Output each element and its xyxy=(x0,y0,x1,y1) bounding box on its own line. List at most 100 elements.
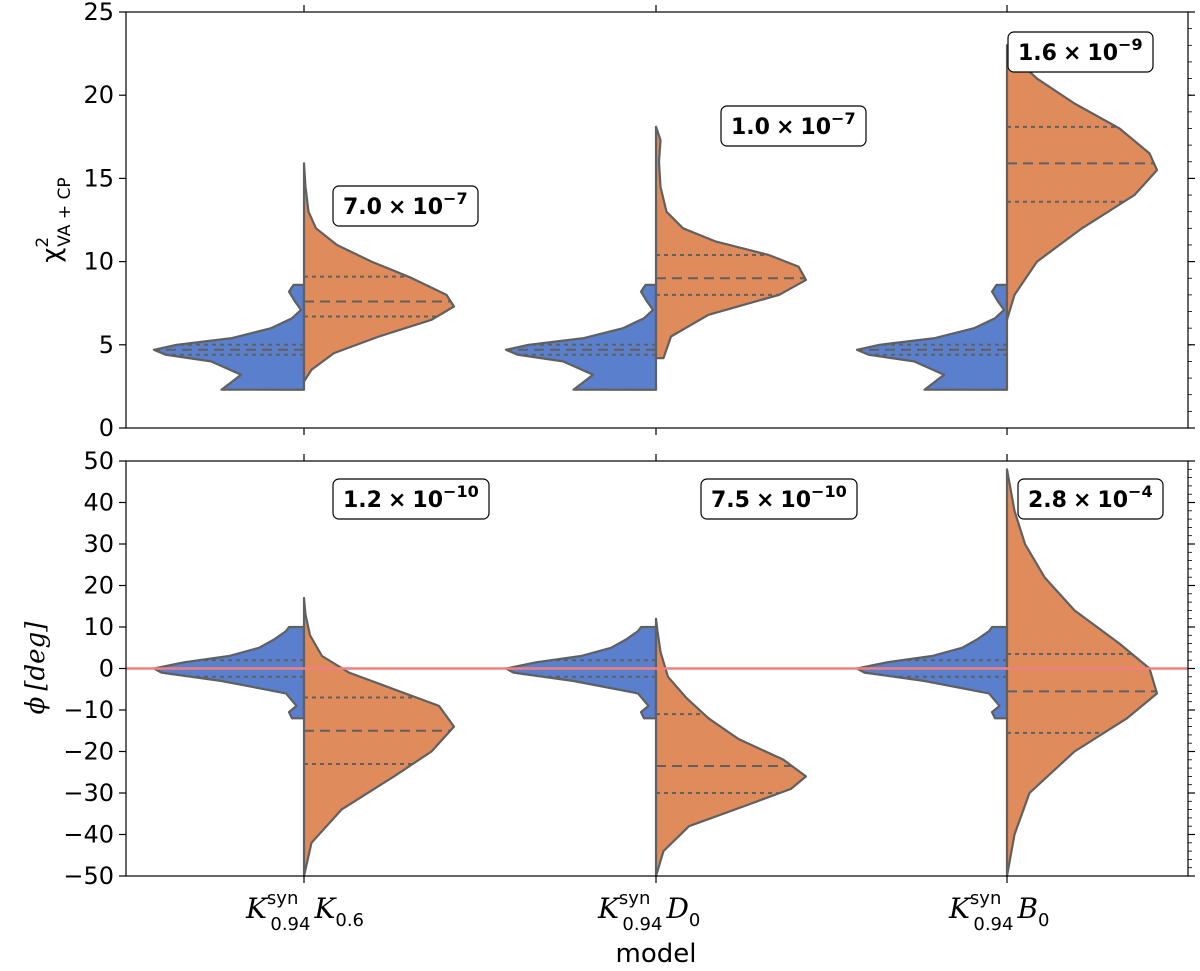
bottom-annotation-text-1: 7.5 × 10−10 xyxy=(711,482,847,513)
top-violin-0-left xyxy=(152,283,306,391)
bottom-violin-2-right xyxy=(1005,468,1159,878)
top-ylabel-sup: 2 xyxy=(33,237,53,248)
annotation-times: × xyxy=(388,488,406,513)
cat-sup: syn xyxy=(970,888,1001,909)
bottom-annotation-2: 2.8 × 10−4 xyxy=(1017,478,1164,520)
annotation-mantissa: 1.2 xyxy=(343,488,382,513)
top-ytick-label-5: 25 xyxy=(83,0,114,26)
cat-second-sub: 0 xyxy=(1038,910,1049,931)
top-annotation-text-0: 7.0 × 10−7 xyxy=(343,189,468,220)
annotation-times: × xyxy=(1063,41,1081,66)
top-annotations: 7.0 × 10−71.0 × 10−71.6 × 10−9 xyxy=(332,31,1154,227)
x-category-labels: Ksyn 0.94 K0.6 Ksyn 0.94 D0 Ksyn 0.94 B0 xyxy=(245,888,1049,935)
bottom-ylabel-rest: [deg] xyxy=(21,621,51,691)
top-y-axis-label: χ2 VA + CP xyxy=(33,177,75,262)
annotation-mantissa: 7.0 xyxy=(343,195,382,220)
annotation-mantissa: 2.8 xyxy=(1028,488,1067,513)
bottom-y-ticks: −50 −40 −30 −20 −10 0 10 20 30 40 50 xyxy=(63,447,1195,890)
top-ylabel-sub: VA + CP xyxy=(55,177,75,246)
cat-sub: 0.94 xyxy=(622,914,662,935)
cat-second-sub: 0 xyxy=(689,910,700,931)
top-annotation-0: 7.0 × 10−7 xyxy=(332,185,479,227)
top-ytick-label-3: 15 xyxy=(83,164,114,192)
top-annotation-1: 1.0 × 10−7 xyxy=(720,105,867,147)
cat-sup: syn xyxy=(267,888,298,909)
top-annotation-box-2 xyxy=(1007,31,1154,73)
bottom-violin-1-right xyxy=(654,617,808,878)
bottom-ytick-label-4: −10 xyxy=(63,696,114,724)
top-ytick-label-2: 10 xyxy=(83,248,114,276)
x-axis-label: model xyxy=(616,939,697,969)
cat-sub: 0.94 xyxy=(270,914,310,935)
top-annotation-box-0 xyxy=(332,185,479,227)
bottom-ytick-label-6: 10 xyxy=(83,613,114,641)
top-annotation-text-2: 1.6 × 10−9 xyxy=(1018,35,1143,66)
top-ytick-label-1: 5 xyxy=(99,331,114,359)
bottom-annotation-1: 7.5 × 10−10 xyxy=(700,478,858,520)
annotation-mantissa: 1.6 xyxy=(1018,41,1057,66)
category-label-text-1: Ksyn 0.94 D0 xyxy=(597,888,700,935)
top-violin-2-left xyxy=(855,283,1009,391)
bottom-annotation-0: 1.2 × 10−10 xyxy=(332,478,490,520)
cat-sup: syn xyxy=(619,888,650,909)
bottom-ytick-label-10: 50 xyxy=(83,447,114,475)
bottom-violins xyxy=(152,468,1159,878)
annotation-base: 10 xyxy=(1097,488,1128,513)
top-axes-frame xyxy=(125,11,1189,429)
category-label-1: Ksyn 0.94 D0 xyxy=(597,888,700,935)
annotation-mantissa: 7.5 xyxy=(711,488,750,513)
cat-second: K xyxy=(313,892,337,925)
annotation-base: 10 xyxy=(780,488,811,513)
bottom-y-axis-label: ϕ [deg] xyxy=(21,621,51,715)
annotation-times: × xyxy=(388,195,406,220)
annotation-exponent: −7 xyxy=(831,109,856,128)
top-violin-0-right xyxy=(302,162,456,383)
top-annotation-box-1 xyxy=(720,105,867,147)
annotation-exponent: −10 xyxy=(811,482,847,501)
bottom-annotation-text-0: 1.2 × 10−10 xyxy=(343,482,479,513)
annotation-times: × xyxy=(756,488,774,513)
bottom-annotation-box-0 xyxy=(332,478,490,520)
annotation-exponent: −4 xyxy=(1128,482,1153,501)
annotation-mantissa: 1.0 xyxy=(731,115,770,140)
bottom-ytick-label-2: −30 xyxy=(63,779,114,807)
annotation-exponent: −10 xyxy=(443,482,479,501)
cat-main: K xyxy=(948,892,972,925)
category-label-0: Ksyn 0.94 K0.6 xyxy=(245,888,364,935)
bottom-ytick-label-3: −20 xyxy=(63,738,114,766)
top-violins xyxy=(152,44,1159,391)
bottom-ytick-label-8: 30 xyxy=(83,530,114,558)
bottom-violin-0-left xyxy=(152,625,306,720)
top-ylabel-symbol: χ xyxy=(37,248,67,263)
bottom-annotations: 1.2 × 10−10 7.5 × 10−10 2.8 × 10−4 xyxy=(332,478,1164,520)
annotation-times: × xyxy=(1073,488,1091,513)
annotation-exponent: −7 xyxy=(443,189,468,208)
cat-main: K xyxy=(597,892,621,925)
annotation-times: × xyxy=(776,115,794,140)
cat-sub: 0.94 xyxy=(973,914,1013,935)
bottom-violin-2-left xyxy=(855,625,1009,720)
cat-second: D xyxy=(665,892,688,925)
annotation-base: 10 xyxy=(800,115,831,140)
top-violin-1-right xyxy=(654,125,808,360)
bottom-ytick-label-7: 20 xyxy=(83,572,114,600)
cat-second: B xyxy=(1016,892,1038,925)
annotation-base: 10 xyxy=(412,195,443,220)
category-label-text-2: Ksyn 0.94 B0 xyxy=(948,888,1049,935)
top-y-ticks: 0 5 10 15 20 25 xyxy=(83,0,1195,442)
annotation-exponent: −9 xyxy=(1118,35,1143,54)
category-label-2: Ksyn 0.94 B0 xyxy=(948,888,1049,935)
bottom-annotation-text-2: 2.8 × 10−4 xyxy=(1028,482,1153,513)
top-ytick-label-4: 20 xyxy=(83,81,114,109)
top-annotation-text-1: 1.0 × 10−7 xyxy=(731,109,856,140)
top-ytick-label-0: 0 xyxy=(99,414,114,442)
category-label-text-0: Ksyn 0.94 K0.6 xyxy=(245,888,364,935)
top-violin-2-right xyxy=(1005,44,1159,321)
bottom-ytick-label-5: 0 xyxy=(99,655,114,683)
bottom-violin-0-right xyxy=(302,596,456,878)
bottom-ytick-label-1: −40 xyxy=(63,821,114,849)
bottom-ytick-label-0: −50 xyxy=(63,862,114,890)
bottom-ylabel-symbol: ϕ xyxy=(21,696,51,714)
